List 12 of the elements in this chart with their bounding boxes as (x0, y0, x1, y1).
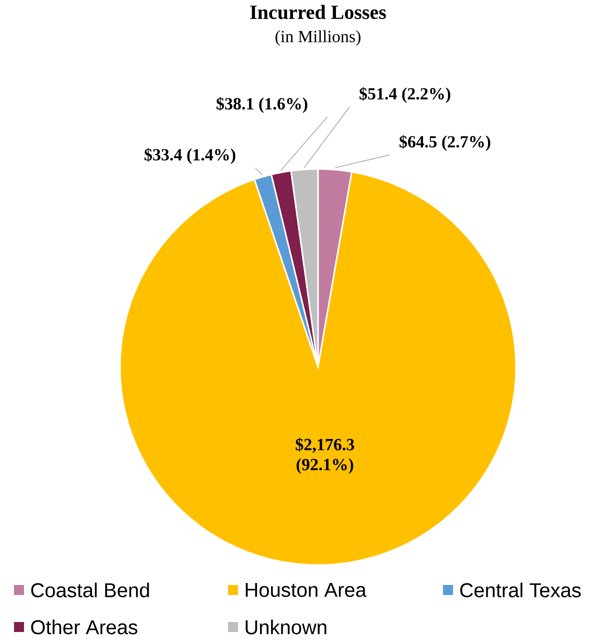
data-label: $33.4 (1.4%) (144, 148, 236, 164)
data-label: $38.1 (1.6%) (216, 97, 308, 113)
data-label: $2,176.3 (92.1%) (296, 438, 354, 474)
legend-label: Coastal Bend (31, 582, 149, 598)
chart-subtitle: (in Millions) (276, 30, 360, 46)
legend-label: Unknown (246, 620, 326, 634)
data-label: $51.4 (2.2%) (360, 87, 450, 103)
chart-title: Incurred Losses (250, 4, 386, 20)
legend-label: Other Areas (31, 620, 138, 634)
legend-label: Houston Area (246, 583, 366, 597)
legend-label: Central Texas (460, 582, 581, 598)
data-label: $64.5 (2.7%) (400, 135, 490, 151)
